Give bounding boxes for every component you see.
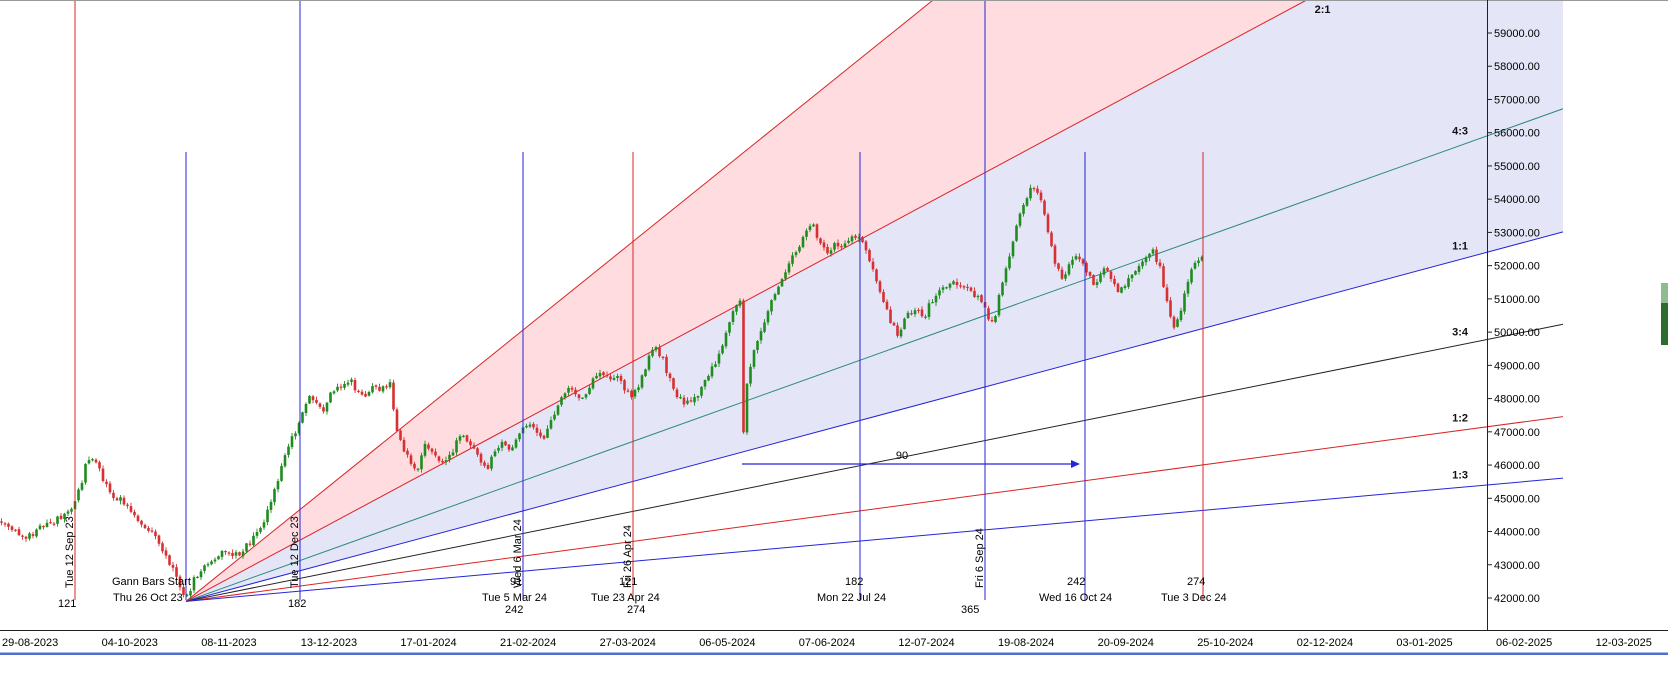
right-edge-panel-sliver [1661, 283, 1668, 345]
gann-fan-label: 2:1 [1315, 4, 1331, 16]
cycle-annotation: 274 [627, 604, 645, 616]
y-axis-tick-label: 57000.00 [1494, 94, 1540, 106]
cycle-annotation: Wed 16 Oct 24 [1039, 592, 1112, 604]
y-axis-tick-label: 54000.00 [1494, 194, 1540, 206]
y-axis-tick-label: 55000.00 [1494, 161, 1540, 173]
cycle-annotation: 274 [1187, 576, 1205, 588]
y-axis-tick-label: 42000.00 [1494, 593, 1540, 605]
gann-fan-label: 1:3 [1452, 470, 1468, 482]
x-axis-tick-label: 06-05-2024 [699, 637, 755, 649]
cycle-annotation: 91 [510, 576, 522, 588]
gann-fan-line-1-2[interactable] [185, 416, 1564, 602]
y-axis-tick-label: 43000.00 [1494, 560, 1540, 572]
y-axis-tick-label: 50000.00 [1494, 327, 1540, 339]
x-axis-tick-label: 29-08-2023 [2, 637, 58, 649]
cycle-annotation: 242 [505, 604, 523, 616]
time-cycle-lines[interactable]: Tue 12 Sep 23 121 Gann Bars Start Thu 26 Oc… [58, 0, 1227, 616]
cycle-annotation: Tue 5 Mar 24 [482, 592, 547, 604]
gann-fan-label: 1:2 [1452, 412, 1468, 424]
arrowhead-icon [1071, 460, 1080, 468]
x-axis-tick-label: 07-06-2024 [799, 637, 855, 649]
y-axis-tick-label: 53000.00 [1494, 227, 1540, 239]
cycle-annotation: 121 [58, 598, 76, 610]
x-axis-tick-label: 12-03-2025 [1596, 637, 1652, 649]
gann-fan[interactable]: 2:1 4:3 1:1 3:4 1:2 1:3 [185, 0, 1564, 602]
cycle-date-rotated-label: Wed 6 Mar 24 [512, 519, 524, 588]
cycle-annotation: 365 [961, 604, 979, 616]
x-axis-tick-label: 21-02-2024 [500, 637, 556, 649]
gann-fan-label: 3:4 [1452, 326, 1469, 338]
cycle-annotation: 182 [288, 598, 306, 610]
gann-fan-label: 1:1 [1452, 240, 1468, 252]
x-axis-labels[interactable]: 29-08-2023 04-10-2023 08-11-2023 13-12-2023… [2, 637, 1652, 649]
x-axis-tick-label: 02-12-2024 [1297, 637, 1353, 649]
x-axis-tick-label: 20-09-2024 [1098, 637, 1154, 649]
x-axis-tick-label: 13-12-2023 [301, 637, 357, 649]
y-axis-labels: 59000.00 58000.00 57000.00 56000.00 55000.00… [1487, 28, 1540, 605]
gann-shading-band [186, 0, 1563, 602]
axes [0, 0, 1668, 631]
gann-fan-line-3-4[interactable] [185, 323, 1564, 602]
cycle-annotation: 121 [619, 576, 637, 588]
gann-fan-line-2-1[interactable] [185, 0, 1307, 602]
cycle-date-rotated-label: Fri 6 Sep 24 [974, 528, 986, 588]
x-axis-tick-label: 06-02-2025 [1496, 637, 1552, 649]
x-axis-tick-label: 08-11-2023 [201, 637, 256, 649]
x-axis-tick-label: 25-10-2024 [1197, 637, 1253, 649]
cycle-annotation: Tue 3 Dec 24 [1161, 592, 1227, 604]
y-axis-tick-label: 44000.00 [1494, 527, 1540, 539]
cycle-date-rotated-label: Fri 26 Apr 24 [622, 525, 634, 588]
x-axis-tick-label: 12-07-2024 [898, 637, 954, 649]
gann-fan-line-1-3[interactable] [185, 477, 1564, 602]
measure-arrow-label: 90 [896, 450, 908, 462]
y-axis-tick-label: 46000.00 [1494, 460, 1540, 472]
y-axis-tick-label: 51000.00 [1494, 294, 1540, 306]
horizontal-scrollbar[interactable] [0, 652, 1668, 656]
x-axis-tick-label: 27-03-2024 [600, 637, 656, 649]
gann-fan-label: 4:3 [1452, 126, 1468, 138]
cycle-annotation: Gann Bars Start [112, 576, 191, 588]
cycle-annotation: Mon 22 Jul 24 [817, 592, 886, 604]
candlestick-series [0, 184, 1204, 599]
gann-fan-line-3-1[interactable] [185, 0, 934, 602]
cycle-annotation: Thu 26 Oct 23 [113, 592, 183, 604]
cycle-annotation: 242 [1067, 576, 1085, 588]
y-axis-tick-label: 56000.00 [1494, 128, 1540, 140]
x-axis-tick-label: 04-10-2023 [102, 637, 158, 649]
cycle-annotation: Tue 23 Apr 24 [591, 592, 660, 604]
gann-fan-line-4-3[interactable] [185, 108, 1564, 602]
gann-fan-line-1-1[interactable] [185, 231, 1564, 602]
cycle-date-rotated-label: Tue 12 Sep 23 [64, 516, 76, 588]
y-axis-tick-label: 49000.00 [1494, 360, 1540, 372]
x-axis-tick-label: 03-01-2025 [1396, 637, 1452, 649]
x-axis-tick-label: 17-01-2024 [400, 637, 456, 649]
y-axis-tick-label: 47000.00 [1494, 427, 1540, 439]
cycle-date-rotated-label: Tue 12 Dec 23 [289, 516, 301, 588]
y-axis-tick-label: 45000.00 [1494, 493, 1540, 505]
y-axis-tick-label: 52000.00 [1494, 261, 1540, 273]
x-axis-tick-label: 19-08-2024 [998, 637, 1054, 649]
cycle-annotation: 182 [845, 576, 863, 588]
y-axis-tick-label: 58000.00 [1494, 61, 1540, 73]
y-axis-tick-label: 59000.00 [1494, 28, 1540, 40]
y-axis-tick-label: 48000.00 [1494, 394, 1540, 406]
measure-arrow-90[interactable]: 90 [742, 450, 1080, 468]
